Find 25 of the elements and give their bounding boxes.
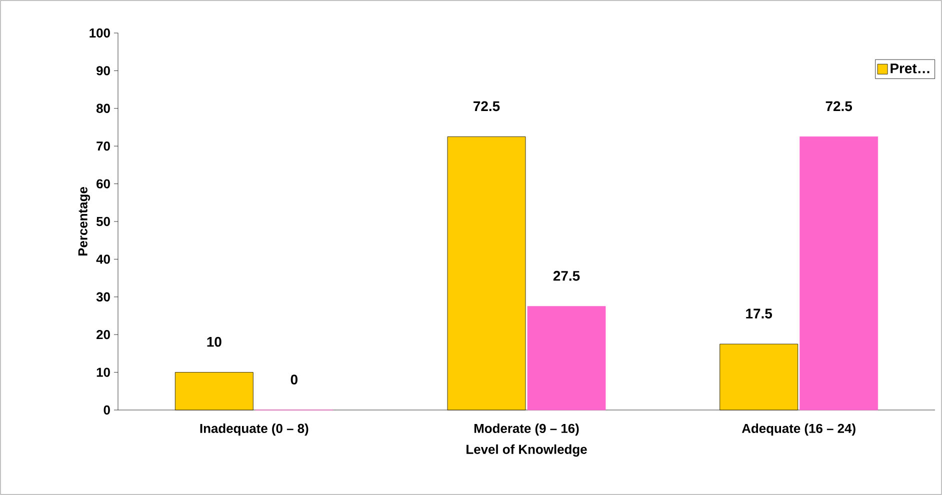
y-tick-label: 60: [96, 179, 110, 188]
y-tick-label: 100: [90, 28, 110, 38]
y-tick-label: 70: [96, 142, 110, 151]
y-tick-label: 80: [96, 104, 110, 113]
x-tick-label: Moderate (9 – 16): [474, 424, 579, 436]
data-label: 72.5: [826, 101, 852, 112]
y-tick-label: 30: [96, 292, 110, 302]
y-tick-label: 0: [104, 405, 110, 415]
y-tick-label: 40: [96, 254, 110, 264]
data-label: 10: [207, 336, 222, 347]
bar: [527, 306, 606, 410]
x-axis-title: Level of Knowledge: [466, 444, 587, 457]
bar: [800, 136, 878, 410]
data-label: 0: [290, 374, 298, 384]
x-tick-label: Inadequate (0 – 8): [200, 424, 308, 436]
x-tick-label: Adequate (16 – 24): [742, 424, 856, 436]
data-label: 72.5: [474, 101, 500, 112]
y-tick-label: 10: [96, 368, 110, 377]
y-tick-label: 90: [96, 66, 110, 76]
y-axis-title: Percentage: [78, 187, 90, 256]
y-tick-label: 20: [96, 330, 110, 340]
y-tick-label: 50: [96, 216, 110, 226]
legend-label: Pret…: [890, 64, 930, 74]
data-label: 17.5: [746, 308, 772, 319]
data-label: 27.5: [553, 270, 580, 281]
